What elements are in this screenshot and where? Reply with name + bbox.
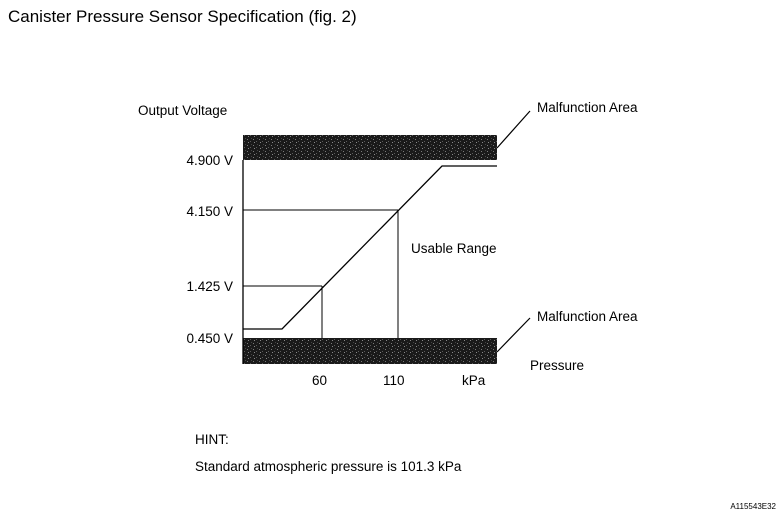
x-tick-label: 60: [312, 373, 328, 388]
y-tick-label: 4.150 V: [186, 204, 233, 219]
upper-malfunction-label: Malfunction Area: [537, 100, 638, 115]
upper-malfunction-band: [243, 135, 497, 160]
upper-malfunction-leader: [496, 110, 531, 149]
y-tick-label: 4.900 V: [186, 153, 233, 168]
hint-text: Standard atmospheric pressure is 101.3 k…: [195, 459, 462, 474]
y-tick-label: 1.425 V: [186, 279, 233, 294]
figure-code: A115543E32: [730, 502, 776, 511]
hint-heading: HINT:: [195, 432, 229, 447]
usable-range-label: Usable Range: [411, 241, 497, 256]
lower-malfunction-leader: [496, 317, 531, 353]
page-title: Canister Pressure Sensor Specification (…: [8, 7, 357, 26]
lower-malfunction-label: Malfunction Area: [537, 309, 638, 324]
lower-malfunction-band: [243, 338, 497, 364]
y-axis-label: Output Voltage: [138, 103, 228, 118]
output-characteristic-line: [243, 165, 497, 330]
y-tick-label: 0.450 V: [186, 331, 233, 346]
x-tick-label: 110: [383, 373, 405, 388]
x-unit-label: kPa: [462, 373, 486, 388]
x-axis-label: Pressure: [530, 358, 585, 373]
